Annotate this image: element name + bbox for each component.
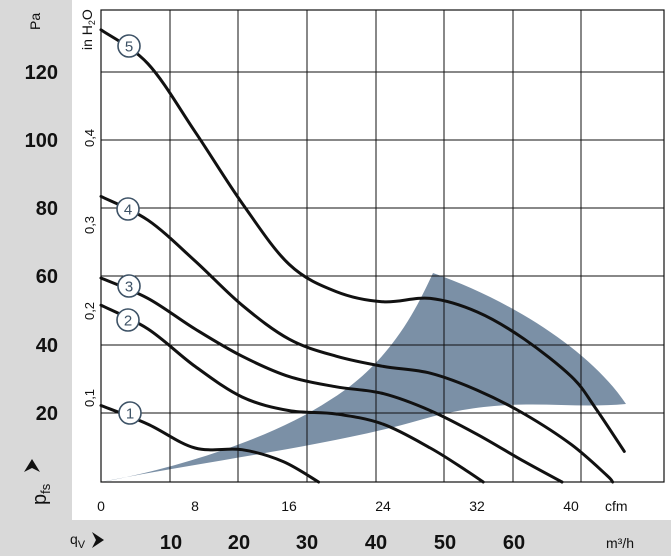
x-tick-label: 40: [563, 498, 579, 514]
x-unit-secondary: m³/h: [606, 535, 634, 551]
y-axis-band: [0, 0, 72, 556]
y-unit-secondary: in H2O: [79, 9, 97, 50]
x-tick-labels: 0 8 16 24 32 40: [97, 498, 579, 514]
y-secondary-tick-label: 0,3: [82, 216, 97, 234]
series-marker-5: 5: [117, 34, 141, 58]
operating-region: [101, 273, 626, 482]
y-tick-label: 60: [36, 266, 58, 288]
x-secondary-tick-label: 60: [503, 532, 525, 554]
x-unit-primary: cfm: [605, 498, 628, 514]
svg-text:pfs: pfs: [29, 483, 53, 505]
series-line-5: [99, 28, 626, 453]
x-tick-label: 0: [97, 498, 105, 514]
x-arrow-icon: [92, 532, 104, 548]
series-marker-1: 1: [118, 401, 142, 425]
y-secondary-tick-label: 0,4: [82, 129, 97, 147]
x-secondary-tick-label: 20: [228, 532, 250, 554]
series-marker-label: 4: [124, 202, 132, 219]
series-marker-label: 2: [124, 313, 132, 330]
x-tick-label: 32: [469, 498, 485, 514]
series-line-2: [99, 303, 485, 484]
y-tick-labels: 20 40 60 80 100 120: [25, 62, 58, 425]
x-secondary-tick-label: 50: [434, 532, 456, 554]
series-marker-label: 5: [125, 39, 133, 56]
series-line-3: [99, 276, 564, 484]
y-tick-label: 80: [36, 198, 58, 220]
curve-markers: 1 2 3 4 5: [116, 34, 142, 425]
series-line-1: [99, 404, 321, 484]
y-arrow-icon: [24, 459, 40, 472]
x-tick-label: 8: [191, 498, 199, 514]
x-secondary-tick-label: 40: [365, 532, 387, 554]
y-unit-primary: Pa: [27, 13, 43, 30]
grid: [100, 9, 665, 483]
x-tick-label: 24: [375, 498, 391, 514]
series-marker-2: 2: [116, 308, 140, 332]
y-axis-symbol: pfs: [24, 459, 53, 505]
svg-text:in H2O: in H2O: [79, 9, 97, 50]
series-marker-label: 3: [125, 279, 133, 296]
series-marker-3: 3: [117, 274, 141, 298]
y-tick-label: 20: [36, 403, 58, 425]
y-secondary-tick-label: 0,2: [82, 302, 97, 320]
curves: [99, 28, 626, 484]
series-marker-4: 4: [116, 197, 140, 221]
series-marker-label: 1: [126, 406, 134, 423]
y-tick-label: 100: [25, 130, 58, 152]
y-secondary-tick-label: 0,1: [82, 389, 97, 407]
y-secondary-tick-labels: 0,1 0,2 0,3 0,4: [82, 129, 97, 407]
y-tick-label: 120: [25, 62, 58, 84]
x-axis-symbol: qV: [70, 531, 104, 551]
series-line-4: [99, 194, 615, 484]
y-tick-label: 40: [36, 335, 58, 357]
x-secondary-tick-label: 30: [296, 532, 318, 554]
x-secondary-tick-label: 10: [160, 532, 182, 554]
x-tick-label: 16: [281, 498, 297, 514]
svg-text:qV: qV: [70, 531, 86, 551]
x-axis-band: [0, 520, 671, 556]
x-secondary-tick-labels: 10 20 30 40 50 60: [160, 532, 525, 554]
